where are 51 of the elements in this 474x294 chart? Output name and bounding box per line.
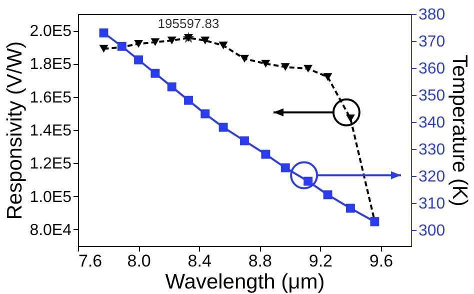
point (200, 109, 210, 118)
x-tick-label: 9.2 (308, 252, 332, 270)
point (150, 68, 160, 78)
y-tick-label: 2.0E5 (30, 23, 72, 40)
point (167, 82, 176, 92)
point (280, 163, 290, 172)
point (150, 38, 160, 46)
x-tick-label: 8.0 (127, 252, 151, 270)
point (218, 42, 228, 50)
y2-tick-label: 370 (418, 33, 446, 50)
y2-tick-label: 320 (418, 168, 446, 186)
y2-tick-label: 330 (418, 141, 446, 158)
point (99, 28, 108, 38)
point (184, 96, 193, 105)
point (346, 204, 355, 213)
point (304, 64, 313, 73)
point (346, 114, 355, 122)
y2-tick-label: 360 (418, 60, 446, 78)
y-tick-label: 1.2E5 (30, 156, 72, 173)
annotation: 195597.83 (158, 16, 220, 31)
point (240, 54, 249, 63)
point (261, 150, 270, 159)
point (304, 176, 313, 186)
point (200, 36, 210, 44)
x-tick-label: 8.8 (248, 252, 272, 270)
y-axis-title: Responsivity (V/W) (4, 41, 27, 220)
y2-axis-title: Temperature (K) (448, 54, 472, 206)
x-tick-label: 7.6 (78, 252, 102, 270)
x-tick-label: 9.6 (369, 252, 394, 270)
point (323, 190, 332, 200)
point (240, 136, 249, 146)
x-tick-label: 8.4 (188, 252, 212, 270)
point (99, 44, 108, 53)
y-tick-label: 1.8E5 (30, 56, 72, 74)
y-tick-label: 1.6E5 (30, 89, 72, 106)
point (134, 40, 144, 48)
y-tick-label: 1.4E5 (30, 122, 72, 140)
point (261, 60, 270, 68)
y2-tick-label: 310 (418, 195, 446, 212)
y-tick-label: 1.0E5 (30, 188, 72, 206)
y-tick-label: 8.0E4 (30, 222, 72, 239)
point (280, 63, 290, 71)
point (167, 36, 176, 44)
point (134, 55, 144, 64)
x-axis-title: Wavelength (μm) (165, 270, 325, 294)
y2-tick-label: 380 (418, 6, 446, 24)
y2-tick-label: 350 (418, 87, 446, 104)
point (218, 122, 228, 132)
y2-tick-label: 300 (418, 222, 446, 240)
point (323, 73, 332, 81)
y2-tick-label: 340 (418, 114, 446, 132)
